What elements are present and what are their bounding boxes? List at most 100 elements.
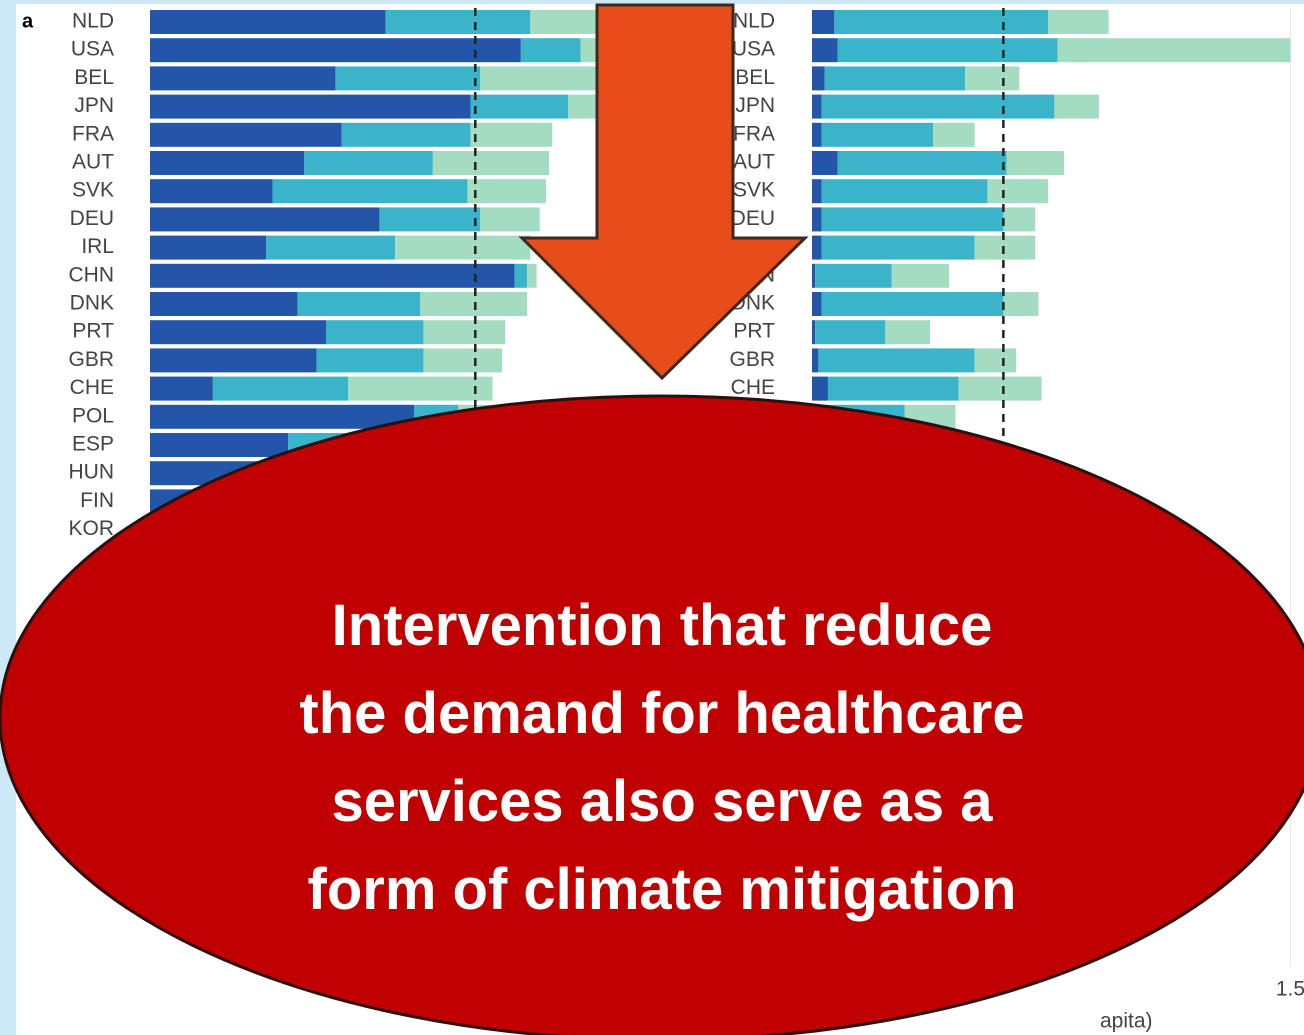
bar-segment bbox=[933, 122, 975, 147]
bar-segment bbox=[812, 66, 825, 91]
bar-segment bbox=[379, 207, 480, 232]
bar-segment bbox=[974, 235, 1036, 260]
bar-segment bbox=[1006, 151, 1064, 175]
callout-text: the demand for healthcare bbox=[299, 681, 1024, 746]
down-arrow bbox=[518, 3, 809, 381]
y-tick-label: NLD bbox=[72, 10, 114, 33]
bar-segment bbox=[150, 235, 267, 260]
bar-segment bbox=[812, 151, 838, 175]
bar-segment bbox=[827, 376, 959, 401]
bar-segment bbox=[150, 348, 317, 373]
bar-segment bbox=[812, 94, 822, 119]
bar-segment bbox=[812, 10, 835, 34]
bar-segment bbox=[150, 263, 515, 288]
bar-segment bbox=[150, 207, 380, 232]
bar-segment bbox=[812, 376, 828, 401]
bar-segment bbox=[812, 38, 838, 63]
bar-segment bbox=[837, 38, 1058, 63]
y-tick-label: DEU bbox=[70, 207, 114, 230]
bar-segment bbox=[812, 179, 822, 204]
bar-segment bbox=[297, 292, 421, 316]
bar-segment bbox=[821, 94, 1055, 119]
bar-segment bbox=[480, 66, 600, 91]
bar-segment bbox=[821, 207, 1004, 232]
bar-segment bbox=[316, 348, 424, 373]
panel-label: a bbox=[22, 10, 34, 32]
bar-segment bbox=[348, 376, 493, 401]
bar-segment bbox=[1054, 94, 1100, 119]
bar-segment bbox=[527, 263, 537, 288]
bar-segment bbox=[965, 66, 1020, 91]
bar-segment bbox=[1048, 10, 1109, 34]
y-tick-label: ESP bbox=[72, 433, 114, 456]
bar-segment bbox=[1003, 292, 1039, 316]
y-tick-label: BEL bbox=[735, 66, 775, 89]
bar-segment bbox=[530, 10, 600, 34]
bar-segment bbox=[812, 292, 822, 316]
bar-segment bbox=[824, 66, 966, 91]
y-tick-label: PRT bbox=[72, 320, 114, 343]
bar-segment bbox=[520, 38, 581, 63]
bar-segment bbox=[150, 292, 298, 316]
bar-segment bbox=[818, 348, 975, 373]
bar-segment bbox=[395, 235, 531, 260]
y-tick-label: FRA bbox=[72, 122, 114, 145]
y-tick-label: GBR bbox=[68, 348, 114, 371]
bar-segment bbox=[821, 235, 975, 260]
bar-segment bbox=[266, 235, 396, 260]
bar-segment bbox=[150, 10, 386, 34]
bar-segment bbox=[423, 348, 502, 373]
bar-segment bbox=[568, 94, 600, 119]
bar-segment bbox=[150, 151, 304, 175]
bar-segment bbox=[432, 151, 550, 175]
y-tick-label: PRT bbox=[733, 320, 775, 343]
x-tick-label: 1.5 bbox=[1276, 978, 1304, 1001]
bar-segment bbox=[812, 263, 816, 288]
y-tick-label: USA bbox=[732, 38, 775, 61]
y-tick-label: JPN bbox=[74, 94, 114, 117]
callout-text: services also serve as a bbox=[331, 769, 993, 834]
bar-segment bbox=[837, 151, 1007, 175]
bar-segment bbox=[385, 10, 531, 34]
bar-segment bbox=[326, 320, 424, 345]
bar-segment bbox=[815, 263, 892, 288]
bar-segment bbox=[335, 66, 480, 91]
bar-segment bbox=[821, 292, 1004, 316]
bar-segment bbox=[150, 38, 521, 63]
bar-segment bbox=[834, 10, 1049, 34]
bar-segment bbox=[150, 433, 289, 457]
bar-segment bbox=[150, 122, 342, 147]
bar-segment bbox=[272, 179, 468, 204]
y-tick-label: DNK bbox=[70, 292, 114, 315]
y-tick-label: SVK bbox=[72, 179, 114, 202]
y-tick-label: GBR bbox=[729, 348, 775, 371]
bar-segment bbox=[150, 94, 471, 119]
bar-segment bbox=[470, 94, 568, 119]
y-tick-label: AUT bbox=[733, 151, 775, 174]
y-tick-label: AUT bbox=[72, 151, 114, 174]
y-tick-label: HUN bbox=[69, 461, 115, 484]
callout-text: form of climate mitigation bbox=[308, 857, 1017, 922]
bar-segment bbox=[812, 122, 822, 147]
y-tick-label: KOR bbox=[68, 517, 114, 540]
bar-segment bbox=[467, 179, 546, 204]
bar-segment bbox=[150, 376, 213, 401]
overlay: Intervention that reduce the demand for h… bbox=[0, 3, 1304, 1035]
y-tick-label: FRA bbox=[733, 122, 775, 145]
bar-segment bbox=[958, 376, 1042, 401]
y-tick-label: USA bbox=[71, 38, 114, 61]
bar-segment bbox=[812, 235, 822, 260]
bar-segment bbox=[821, 122, 934, 147]
bar-segment bbox=[974, 348, 1017, 373]
y-tick-label: SVK bbox=[733, 179, 775, 202]
y-tick-label: BEL bbox=[74, 66, 114, 89]
bar-segment bbox=[304, 151, 433, 175]
y-tick-label: NLD bbox=[733, 10, 775, 33]
x-axis-label: apita) bbox=[1100, 1010, 1153, 1033]
bar-segment bbox=[821, 179, 988, 204]
y-tick-label: DEU bbox=[731, 207, 775, 230]
bar-segment bbox=[1057, 38, 1291, 63]
bar-segment bbox=[480, 207, 540, 232]
bar-segment bbox=[341, 122, 471, 147]
